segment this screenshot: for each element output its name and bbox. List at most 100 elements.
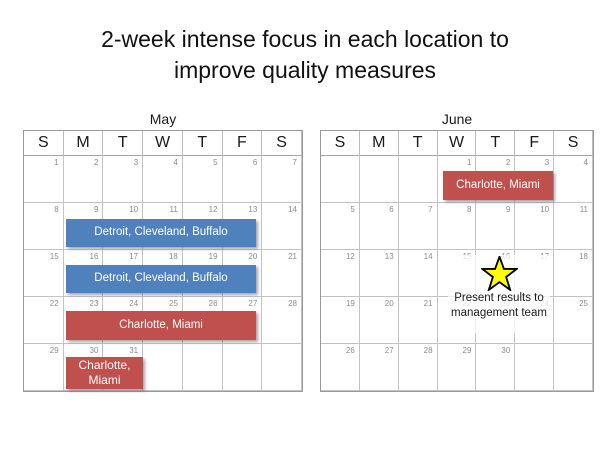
day-number: 3: [544, 158, 550, 167]
day-number: 5: [350, 205, 355, 214]
day-header-cell: F: [515, 131, 555, 156]
day-number: 26: [208, 299, 218, 308]
day-number: 1: [466, 158, 472, 167]
day-number: 18: [168, 252, 178, 261]
day-number: 2: [93, 158, 99, 167]
day-number: 25: [168, 299, 178, 308]
day-number: 25: [579, 299, 588, 308]
event-bar-charlotte-miami-june: Charlotte, Miami: [443, 171, 553, 200]
day-number: 31: [129, 346, 139, 355]
day-number: 7: [292, 158, 297, 167]
day-cell: 5: [321, 203, 360, 250]
day-cell: 4: [554, 156, 593, 203]
day-cell: 25: [554, 297, 593, 344]
calendar-may: S M T W T F S 1 2 3 4 5 6 7 8: [23, 130, 303, 392]
day-cell: [398, 156, 438, 203]
day-number: 21: [288, 252, 297, 261]
day-number: 9: [93, 205, 99, 214]
day-header-cell: T: [103, 131, 144, 156]
day-cell: 13: [222, 203, 263, 250]
day-cell: 5: [182, 156, 223, 203]
day-number: 4: [583, 158, 588, 167]
day-cell: 13: [359, 250, 399, 297]
day-number: 28: [288, 299, 297, 308]
slide-title: 2-week intense focus in each location to…: [101, 26, 509, 83]
day-header-cell: M: [63, 131, 104, 156]
day-cell: 10: [515, 203, 555, 250]
day-cell: 19: [321, 297, 360, 344]
day-cell: 22: [24, 297, 64, 344]
day-number: 20: [248, 252, 258, 261]
day-cell: 28: [262, 297, 302, 344]
day-number: 22: [49, 299, 59, 308]
day-number: 6: [252, 158, 258, 167]
day-number: 14: [288, 205, 297, 214]
day-cell: [515, 344, 555, 391]
day-number: 10: [540, 205, 550, 214]
day-number: 12: [345, 252, 355, 261]
day-number: 9: [505, 205, 511, 214]
day-header-cell: S: [24, 131, 64, 156]
day-header-cell: S: [554, 131, 593, 156]
month-title-june: June: [441, 111, 473, 127]
day-number: 24: [129, 299, 139, 308]
event-bar-detroit-cleveland-buffalo-week3: Detroit, Cleveland, Buffalo: [66, 265, 256, 293]
day-cell: 8: [24, 203, 64, 250]
day-header-cell: S: [321, 131, 360, 156]
day-cell: 14: [398, 250, 438, 297]
day-cell: 27: [359, 344, 399, 391]
day-cell: [359, 156, 399, 203]
day-cell: 18: [554, 250, 593, 297]
day-number: 30: [89, 346, 99, 355]
day-header-cell: T: [398, 131, 438, 156]
day-number: 27: [248, 299, 258, 308]
day-number: 23: [89, 299, 99, 308]
day-cell: 15: [24, 250, 64, 297]
day-number: 5: [213, 158, 218, 167]
day-cell: 1: [24, 156, 64, 203]
day-cell: 21: [398, 297, 438, 344]
day-number: 15: [49, 252, 59, 261]
day-number: 19: [345, 299, 355, 308]
day-number: 20: [384, 299, 394, 308]
day-cell: 29: [24, 344, 64, 391]
day-cell: 6: [359, 203, 399, 250]
day-number: 1: [54, 158, 59, 167]
annotation-line: Present results to: [454, 292, 544, 304]
day-cell: 27: [222, 297, 263, 344]
day-cell: [222, 344, 263, 391]
present-results-annotation: Present results to management team: [448, 255, 550, 333]
day-number: 8: [54, 205, 59, 214]
day-number: 10: [129, 205, 139, 214]
day-cell: 26: [321, 344, 360, 391]
day-number: 29: [49, 346, 59, 355]
day-header-cell: T: [182, 131, 223, 156]
day-number: 13: [384, 252, 394, 261]
day-cell: 7: [398, 203, 438, 250]
day-cell: 28: [398, 344, 438, 391]
day-cell: [262, 344, 302, 391]
day-number: 17: [129, 252, 139, 261]
day-header-cell: W: [437, 131, 477, 156]
day-number: 19: [208, 252, 218, 261]
day-number: 29: [462, 346, 472, 355]
star-icon: [480, 256, 518, 291]
day-cell: 8: [437, 203, 477, 250]
day-number: 8: [466, 205, 472, 214]
day-header-cell: W: [143, 131, 183, 156]
annotation-line: management team: [451, 307, 547, 319]
day-cell: 3: [103, 156, 144, 203]
day-header-cell: M: [359, 131, 399, 156]
day-cell: 20: [222, 250, 263, 297]
day-cell: 29: [437, 344, 477, 391]
day-cell: 2: [63, 156, 104, 203]
day-cell: [143, 344, 183, 391]
day-cell: 7: [262, 156, 302, 203]
day-number: 7: [428, 205, 433, 214]
day-number: 14: [423, 252, 433, 261]
day-cell: 14: [262, 203, 302, 250]
day-cell: 6: [222, 156, 263, 203]
day-number: 3: [133, 158, 139, 167]
day-number: 12: [208, 205, 218, 214]
day-number: 11: [169, 205, 178, 214]
